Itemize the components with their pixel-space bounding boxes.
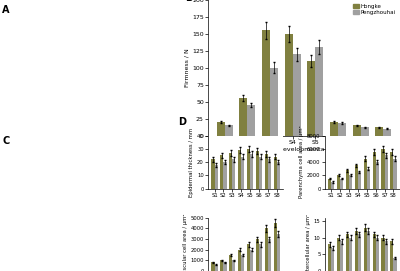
Bar	[232, 260, 236, 271]
Bar	[262, 31, 270, 136]
Bar	[259, 244, 262, 271]
Bar	[308, 61, 315, 136]
Bar	[331, 248, 334, 271]
Bar	[376, 127, 383, 136]
Bar	[259, 157, 262, 189]
Bar	[394, 159, 396, 189]
Bar	[355, 165, 358, 189]
Bar	[340, 179, 343, 189]
Bar	[224, 162, 226, 189]
Bar	[394, 258, 396, 271]
X-axis label: Fruit developmental stage: Fruit developmental stage	[263, 147, 345, 153]
Bar	[256, 239, 259, 271]
Bar	[390, 241, 394, 271]
Bar	[250, 154, 253, 189]
Bar	[382, 238, 384, 271]
Bar	[293, 54, 300, 136]
Bar	[225, 125, 232, 136]
Y-axis label: Intercellular area / μm²: Intercellular area / μm²	[306, 214, 311, 271]
Bar	[214, 165, 218, 189]
Bar	[268, 159, 271, 189]
Bar	[346, 234, 349, 271]
Text: A: A	[2, 5, 10, 15]
Bar	[238, 150, 241, 189]
Bar	[239, 98, 247, 136]
Bar	[247, 105, 255, 136]
Bar	[349, 238, 352, 271]
Bar	[256, 151, 259, 189]
Bar	[372, 152, 376, 189]
Bar	[241, 157, 244, 189]
Bar	[358, 234, 361, 271]
Bar	[274, 223, 277, 271]
Bar	[349, 175, 352, 189]
Y-axis label: Vascular cell area / μm²: Vascular cell area / μm²	[182, 213, 188, 271]
Bar	[353, 125, 361, 136]
Y-axis label: Parenchyma cell area / μm²: Parenchyma cell area / μm²	[299, 126, 304, 198]
Bar	[384, 241, 388, 271]
Bar	[247, 244, 250, 271]
Bar	[331, 182, 334, 189]
Bar	[277, 234, 280, 271]
Bar	[372, 234, 376, 271]
Y-axis label: Firmness / N: Firmness / N	[184, 49, 189, 87]
Bar	[270, 68, 278, 136]
Bar	[220, 156, 224, 189]
Text: B: B	[185, 0, 192, 3]
Bar	[337, 238, 340, 271]
Bar	[229, 255, 232, 271]
Bar	[330, 122, 338, 136]
Bar	[376, 162, 379, 189]
Bar	[277, 162, 280, 189]
Y-axis label: Epidermal thickness / mm: Epidermal thickness / mm	[189, 128, 194, 197]
Bar	[384, 156, 388, 189]
Bar	[315, 47, 323, 136]
Bar	[217, 122, 225, 136]
Bar	[361, 127, 369, 136]
Bar	[214, 264, 218, 271]
Bar	[224, 263, 226, 271]
Bar	[265, 154, 268, 189]
Bar	[340, 241, 343, 271]
Bar	[355, 231, 358, 271]
Bar	[337, 175, 340, 189]
Bar	[382, 149, 384, 189]
Bar	[265, 228, 268, 271]
Bar	[220, 260, 224, 271]
Text: D: D	[178, 117, 186, 127]
Bar	[364, 159, 367, 189]
Bar	[390, 152, 394, 189]
Bar	[212, 263, 214, 271]
Text: C: C	[2, 136, 9, 146]
Bar	[285, 34, 293, 136]
Bar	[229, 153, 232, 189]
Bar	[367, 169, 370, 189]
Bar	[346, 170, 349, 189]
Bar	[328, 244, 331, 271]
Bar	[212, 159, 214, 189]
Bar	[358, 172, 361, 189]
Bar	[383, 129, 391, 136]
Bar	[338, 123, 346, 136]
Bar	[238, 250, 241, 271]
Legend: Hongke, Pengzhouhai: Hongke, Pengzhouhai	[352, 3, 397, 16]
Bar	[247, 149, 250, 189]
Bar	[376, 238, 379, 271]
Bar	[364, 228, 367, 271]
Bar	[250, 250, 253, 271]
Bar	[367, 231, 370, 271]
Bar	[328, 179, 331, 189]
Bar	[241, 255, 244, 271]
Bar	[268, 239, 271, 271]
Bar	[274, 157, 277, 189]
Bar	[232, 159, 236, 189]
